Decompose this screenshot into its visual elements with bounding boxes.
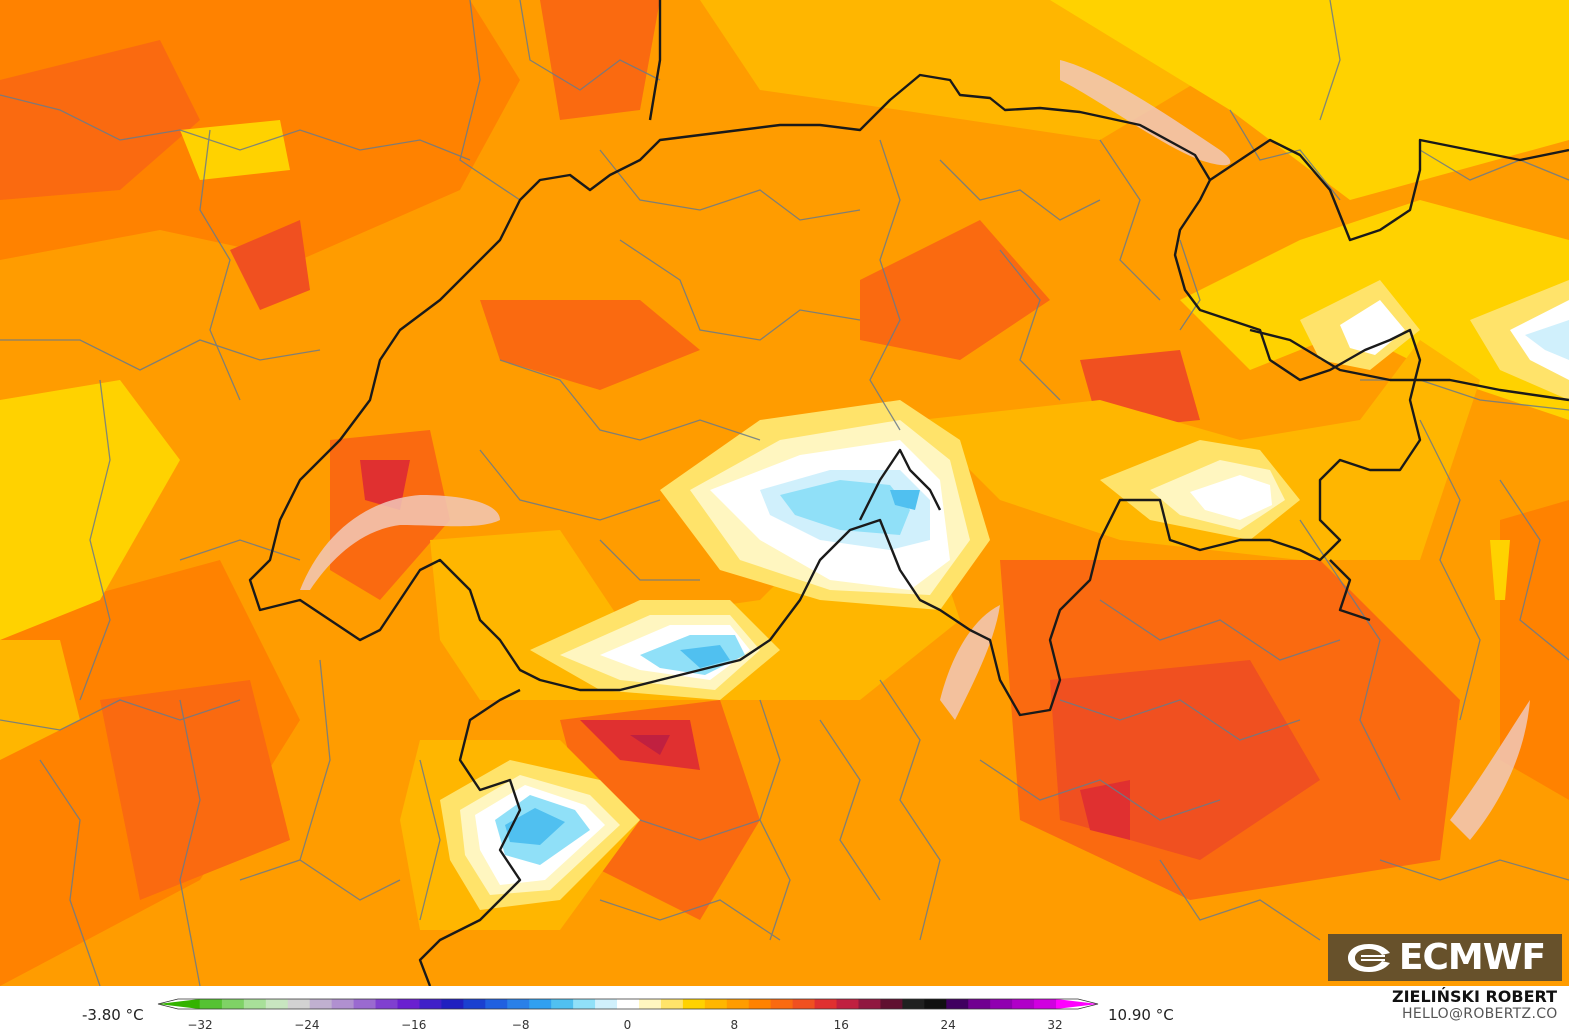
colorbar-cell bbox=[1012, 999, 1035, 1009]
logo-text: ECMWF bbox=[1398, 937, 1546, 978]
colorbar-cell bbox=[595, 999, 618, 1009]
colorbar-cell bbox=[617, 999, 640, 1009]
colorbar-tick-label: −8 bbox=[511, 1018, 530, 1032]
colorbar-cell bbox=[309, 999, 333, 1009]
region-borders bbox=[0, 0, 1569, 986]
colorbar-cell bbox=[1056, 999, 1098, 1009]
colorbar-cell bbox=[946, 999, 969, 1009]
colorbar-tick-label: 0 bbox=[623, 1018, 632, 1032]
ecmwf-logo-icon bbox=[1347, 943, 1390, 972]
colorbar-cell bbox=[551, 999, 574, 1009]
colorbar-cell bbox=[419, 999, 443, 1009]
colorbar-tick-label: −32 bbox=[187, 1018, 213, 1032]
credit-email: HELLO@ROBERTZ.CO bbox=[1402, 1006, 1558, 1022]
colorbar bbox=[157, 998, 1099, 1010]
colorbar-cell bbox=[158, 999, 200, 1009]
colorbar-cell bbox=[858, 999, 882, 1009]
colorbar-tick-label: −16 bbox=[401, 1018, 427, 1032]
colorbar-cell bbox=[968, 999, 991, 1009]
colorbar-tick-label: −24 bbox=[294, 1018, 320, 1032]
colorbar-cell bbox=[573, 999, 596, 1009]
colorbar-cell bbox=[748, 999, 772, 1009]
colorbar-cell bbox=[463, 999, 486, 1009]
colorbar-cell bbox=[243, 999, 267, 1009]
colorbar-cell bbox=[507, 999, 530, 1009]
colorbar-cell bbox=[529, 999, 552, 1009]
colorbar-cell bbox=[704, 999, 728, 1009]
colorbar-cell bbox=[770, 999, 794, 1009]
credit-name: ZIELIŃSKI ROBERT bbox=[1392, 987, 1558, 1006]
colorbar-cell bbox=[485, 999, 508, 1009]
colorbar-cell bbox=[221, 999, 245, 1009]
colorbar-cell bbox=[836, 999, 860, 1009]
temperature-map bbox=[0, 0, 1569, 986]
colorbar-cell bbox=[924, 999, 947, 1009]
ecmwf-logo: ECMWF bbox=[1328, 934, 1562, 981]
colorbar-cell bbox=[990, 999, 1013, 1009]
colorbar-cell bbox=[441, 999, 464, 1009]
colorbar-cell bbox=[331, 999, 355, 1009]
colorbar-cell bbox=[792, 999, 816, 1009]
legend-footer bbox=[0, 986, 1569, 1035]
colorbar-tick-label: 16 bbox=[833, 1018, 849, 1032]
colorbar-cell bbox=[880, 999, 903, 1009]
colorbar-cell bbox=[638, 999, 662, 1009]
colorbar-cell bbox=[660, 999, 684, 1009]
colorbar-cell bbox=[353, 999, 377, 1009]
min-value-label: -3.80 °C bbox=[82, 1006, 144, 1024]
colorbar-tick-label: 8 bbox=[730, 1018, 739, 1032]
colorbar-cell bbox=[199, 999, 223, 1009]
colorbar-outline bbox=[157, 998, 1099, 1010]
colorbar-ticks: −32 −24 −16 −8 0 8 16 24 32 bbox=[0, 1018, 1569, 1034]
max-value-label: 10.90 °C bbox=[1108, 1006, 1174, 1024]
colorbar-cell bbox=[287, 999, 311, 1009]
colorbar-cell bbox=[682, 999, 706, 1009]
colorbar-tick-label: 24 bbox=[940, 1018, 956, 1032]
colorbar-tick-label: 32 bbox=[1047, 1018, 1063, 1032]
colorbar-cell bbox=[397, 999, 421, 1009]
colorbar-cell bbox=[726, 999, 750, 1009]
temperature-contours bbox=[0, 0, 1569, 986]
colorbar-cell bbox=[265, 999, 289, 1009]
colorbar-cell bbox=[902, 999, 925, 1009]
colorbar-cell bbox=[375, 999, 399, 1009]
colorbar-cell bbox=[814, 999, 838, 1009]
country-borders bbox=[248, 0, 1569, 986]
lakes bbox=[300, 60, 1530, 840]
colorbar-cell bbox=[1034, 999, 1057, 1009]
